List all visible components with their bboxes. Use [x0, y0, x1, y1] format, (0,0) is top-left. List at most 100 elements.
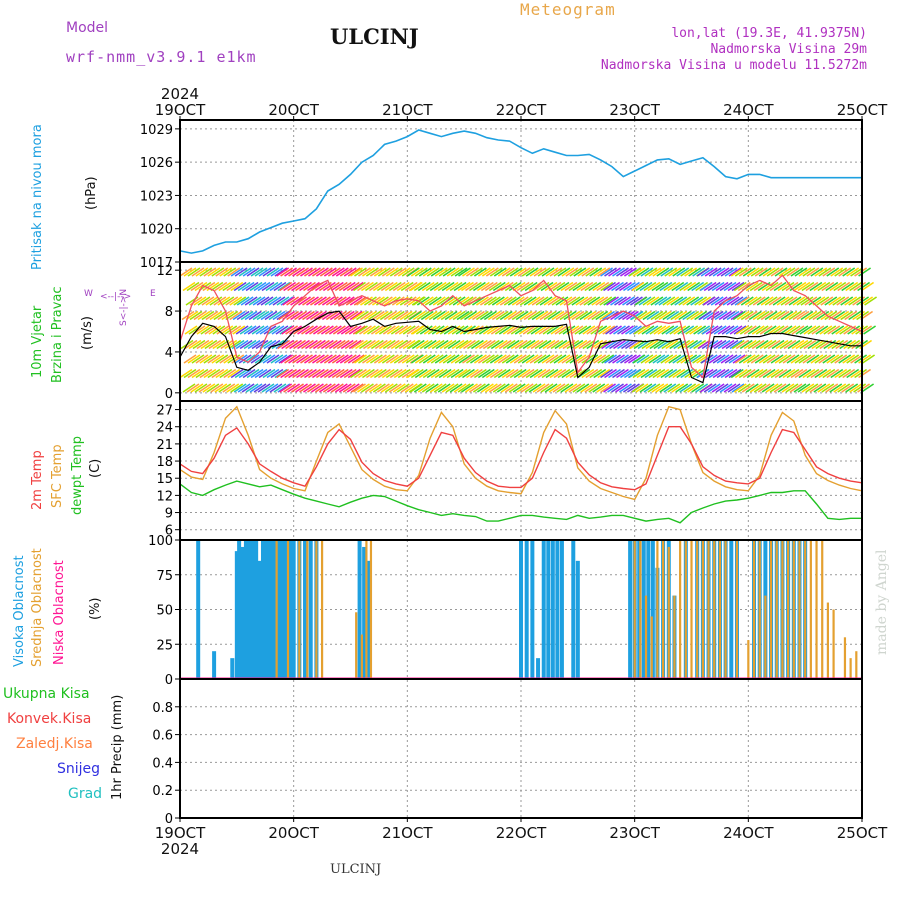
wind-arrow: [603, 296, 617, 306]
wind-arrow: [346, 383, 360, 393]
wind-arrow: [220, 325, 234, 335]
high-cloud-bar: [366, 560, 371, 679]
wind-arrow: [649, 325, 663, 335]
wind-arrow: [405, 354, 419, 364]
wind-arrow: [743, 325, 757, 335]
wind-arrow: [621, 325, 634, 335]
wind-arrow: [553, 267, 567, 277]
wind-arrow: [603, 281, 617, 292]
wind-arrow: [554, 325, 568, 335]
wind-arrow: [754, 354, 768, 364]
y-tick-label: 1017: [140, 256, 173, 271]
wind-arrow: [623, 281, 636, 292]
wind-arrow: [816, 296, 830, 306]
wind-arrow: [783, 339, 797, 350]
mid-cloud-bar: [735, 540, 739, 679]
wind-arrow: [480, 281, 494, 292]
wind-arrow: [805, 281, 819, 292]
wind-arrow: [497, 354, 511, 364]
wind-arrow: [553, 354, 567, 364]
wind-arrow: [776, 310, 790, 321]
high-cloud-bar: [250, 540, 255, 679]
mid-cloud-bar: [639, 540, 642, 679]
wind-arrow: [796, 296, 810, 306]
wind-arrow: [417, 383, 431, 393]
wind-arrow: [615, 281, 628, 292]
wind-arrow: [826, 368, 840, 379]
wind-arrow: [623, 383, 636, 393]
mid-cloud-bar: [781, 540, 784, 679]
wind-arrow: [460, 296, 474, 306]
wind-arrow: [517, 267, 531, 277]
model-label: Model: [66, 20, 109, 36]
wind-arrow: [569, 267, 583, 277]
wind-arrow: [267, 325, 281, 335]
wind-arrow: [262, 267, 276, 277]
wind-arrow: [467, 310, 481, 321]
high-cloud-bar: [550, 540, 555, 679]
wind-arrow: [385, 368, 399, 379]
wind-arrow: [462, 267, 475, 277]
wind-arrow: [793, 383, 807, 393]
wind-arrow: [211, 368, 225, 379]
wind-arrow: [660, 267, 674, 277]
wind-arrow: [355, 325, 368, 335]
wind-arrow: [536, 383, 550, 393]
wind-arrow: [403, 310, 417, 321]
wind-arrow: [642, 296, 656, 306]
wind-arrow: [812, 310, 826, 321]
wind-arrow: [569, 368, 583, 379]
wind-arrow: [264, 296, 278, 306]
mid-cloud-bar: [696, 540, 699, 679]
wind-arrow: [619, 281, 632, 292]
wind-arrow: [402, 325, 416, 335]
wind-arrow: [616, 354, 629, 364]
wind-arrow: [803, 325, 817, 335]
wind-arrow: [330, 383, 344, 393]
mid-cloud-bar: [804, 540, 807, 679]
wind-arrow: [403, 296, 417, 306]
wind-arrow: [674, 310, 688, 321]
wind-arrow: [829, 383, 843, 393]
wind-arrow: [418, 267, 432, 277]
wind-arrow: [757, 383, 771, 393]
wind-arrow: [711, 383, 725, 393]
high-cloud-bar: [267, 540, 272, 679]
wind-arrow: [295, 281, 308, 292]
y-tick-label: 0: [165, 387, 173, 402]
high-cloud-bar: [536, 658, 541, 679]
wind-arrow: [732, 354, 746, 364]
wind-arrow: [830, 368, 844, 379]
wind-arrow: [208, 339, 222, 350]
wind-arrow: [592, 281, 606, 292]
wind-arrow: [255, 339, 269, 350]
wind-arrow: [280, 354, 294, 364]
wind-arrow: [393, 267, 407, 277]
wind-arrow: [699, 383, 713, 393]
wind-arrow: [481, 267, 495, 277]
wind-arrow: [673, 339, 687, 350]
wind-arrow: [491, 296, 505, 306]
wind-arrow: [790, 354, 804, 364]
wind-arrow: [767, 325, 781, 335]
wind-arrow: [221, 310, 235, 321]
wind-arrow: [543, 310, 557, 321]
wind-arrow: [327, 354, 341, 364]
wind-arrow: [388, 281, 402, 292]
wind-arrow: [394, 339, 408, 350]
high-cloud-bar: [281, 540, 286, 679]
wind-arrow: [215, 368, 229, 379]
wind-arrow: [540, 383, 554, 393]
wind-arrow: [288, 354, 302, 364]
high-cloud-bar: [243, 540, 248, 679]
wind-arrow: [756, 310, 770, 321]
wind-arrow: [541, 267, 555, 277]
mid-cloud-bar: [673, 595, 676, 679]
wind-arrow: [209, 296, 223, 306]
wind-arrow: [732, 310, 746, 321]
y-tick-label: 0.6: [152, 729, 173, 744]
wind-arrow: [791, 325, 805, 335]
wind-arrow: [223, 368, 237, 379]
wind-arrow: [301, 339, 314, 350]
wind-arrow: [664, 368, 678, 379]
